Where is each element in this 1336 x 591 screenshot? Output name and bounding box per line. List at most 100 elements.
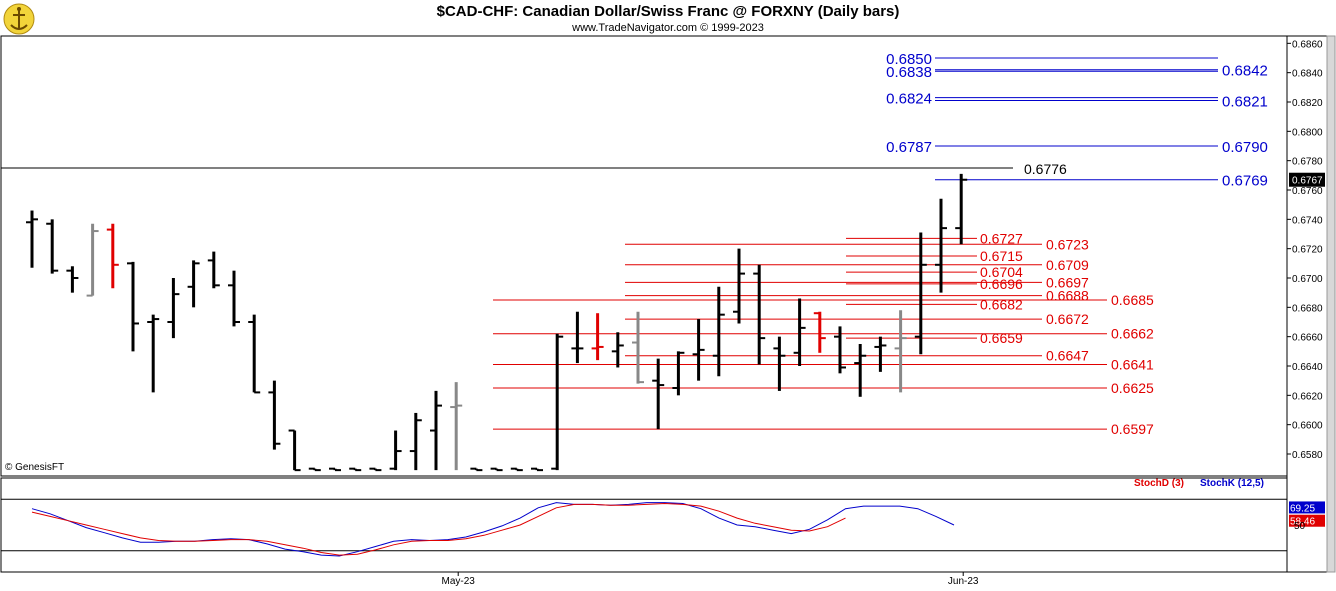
ohlc-bar (834, 326, 846, 374)
y-tick-label: 0.6580 (1292, 450, 1323, 461)
stoch-d-line (31, 502, 846, 556)
ohlc-bar (409, 412, 422, 471)
red-level-label: 0.6647 (1046, 348, 1089, 364)
red-level-label: 0.6696 (980, 276, 1023, 292)
blue-level-label: 0.6787 (886, 139, 932, 156)
red-level-label: 0.6672 (1046, 311, 1089, 327)
red-level-label: 0.6659 (980, 330, 1023, 346)
ohlc-bar (86, 223, 99, 297)
ohlc-bar (66, 266, 79, 293)
ohlc-bar (813, 311, 826, 353)
y-tick-label: 0.6720 (1292, 245, 1323, 256)
ohlc-bar (672, 351, 685, 396)
blue-level-label: 0.6790 (1222, 139, 1268, 156)
stoch-level-label: 50 (1294, 521, 1306, 532)
chart-frame (0, 35, 1336, 573)
ohlc-bar (268, 380, 281, 450)
y-tick-label: 0.6600 (1292, 421, 1323, 432)
last-price-box (1289, 172, 1325, 187)
price-panel-border (0, 35, 1288, 477)
ohlc-bar (490, 467, 503, 472)
chart-title: $CAD-CHF: Canadian Dollar/Swiss Franc @ … (436, 3, 900, 20)
price-axis: 0.68600.68400.68200.68000.67800.67600.67… (1287, 39, 1325, 461)
red-level-label: 0.6704 (980, 264, 1023, 280)
ohlc-bar (531, 467, 543, 472)
ohlc-bar (914, 232, 927, 355)
y-tick-label: 0.6640 (1292, 362, 1323, 373)
ohlc-bar (874, 336, 887, 372)
ohlc-bar (692, 319, 705, 381)
red-level-label: 0.6709 (1046, 257, 1089, 273)
stoch-k-legend: StochK (12,5) (1200, 478, 1264, 489)
ohlc-bar (733, 248, 745, 324)
axis-scrollbar (1326, 35, 1336, 573)
ohlc-bar (551, 333, 564, 471)
ohlc-bar (167, 278, 180, 339)
ohlc-bar (106, 223, 119, 289)
blue-level-label: 0.6838 (886, 64, 932, 81)
red-level-label: 0.6715 (980, 248, 1023, 264)
trade-navigator-logo-icon (3, 3, 35, 35)
ohlc-bar (430, 390, 442, 471)
stoch-k-last-label: 69.25 (1290, 503, 1315, 514)
ohlc-bar (935, 198, 947, 293)
red-level-label: 0.6688 (1046, 288, 1089, 304)
ohlc-bar (591, 313, 604, 361)
ohlc-bar (712, 286, 725, 377)
red-level-label: 0.6682 (980, 296, 1023, 312)
red-level-label: 0.6697 (1046, 274, 1089, 290)
blue-level-label: 0.6821 (1222, 94, 1268, 111)
y-tick-label: 0.6620 (1292, 391, 1323, 402)
y-tick-label: 0.6840 (1292, 69, 1323, 80)
stoch-d-last-label: 58.46 (1290, 517, 1315, 528)
y-tick-label: 0.6820 (1292, 98, 1323, 109)
ohlc-bar (46, 219, 59, 274)
copyright-label: © GenesisFT (5, 462, 65, 473)
red-level-label: 0.6662 (1111, 326, 1154, 342)
red-level-label: 0.6723 (1046, 236, 1089, 252)
ohlc-bar (632, 311, 644, 384)
ohlc-bar (510, 467, 523, 472)
y-tick-label: 0.6780 (1292, 157, 1323, 168)
ohlc-bar (349, 467, 362, 472)
ohlc-bar (773, 336, 786, 391)
ohlc-bar (369, 467, 382, 472)
ohlc-bar (793, 298, 806, 366)
y-tick-label: 0.6680 (1292, 303, 1323, 314)
price-bars (26, 173, 968, 472)
y-tick-label: 0.6700 (1292, 274, 1323, 285)
y-tick-label: 0.6800 (1292, 127, 1323, 138)
stoch-panel-border (0, 477, 1288, 573)
ohlc-bar (854, 344, 867, 397)
blue-level-label: 0.6842 (1222, 63, 1268, 80)
y-tick-label: 0.6860 (1292, 39, 1323, 50)
ohlc-bar (389, 430, 402, 471)
ohlc-bar (894, 310, 907, 393)
ohlc-bar (308, 467, 321, 472)
y-tick-label: 0.6660 (1292, 333, 1323, 344)
y-tick-label: 0.6760 (1292, 186, 1323, 197)
ohlc-bar (329, 467, 341, 472)
red-level-label: 0.6641 (1111, 357, 1154, 373)
ohlc-bar (207, 251, 220, 289)
last-price-label: 0.6767 (1292, 176, 1323, 187)
blue-level-label: 0.6850 (886, 51, 932, 68)
chart-subtitle: www.TradeNavigator.com © 1999-2023 (572, 22, 764, 34)
stoch-k-last-box (1289, 501, 1325, 514)
ohlc-bar (955, 173, 968, 245)
ohlc-bar (288, 429, 301, 472)
ohlc-bar (753, 264, 766, 365)
red-level-label: 0.6685 (1111, 292, 1154, 308)
date-axis: May-23 Jun-23 (442, 572, 979, 587)
stoch-d-last-box (1289, 514, 1325, 527)
ohlc-bar (652, 358, 665, 430)
black-level-label: 0.6776 (1024, 161, 1067, 177)
ohlc-bar (147, 314, 160, 393)
ohlc-bar (187, 260, 200, 308)
blue-level-label: 0.6824 (886, 91, 932, 108)
red-level-label: 0.6727 (980, 230, 1023, 246)
red-level-label: 0.6597 (1111, 421, 1154, 437)
